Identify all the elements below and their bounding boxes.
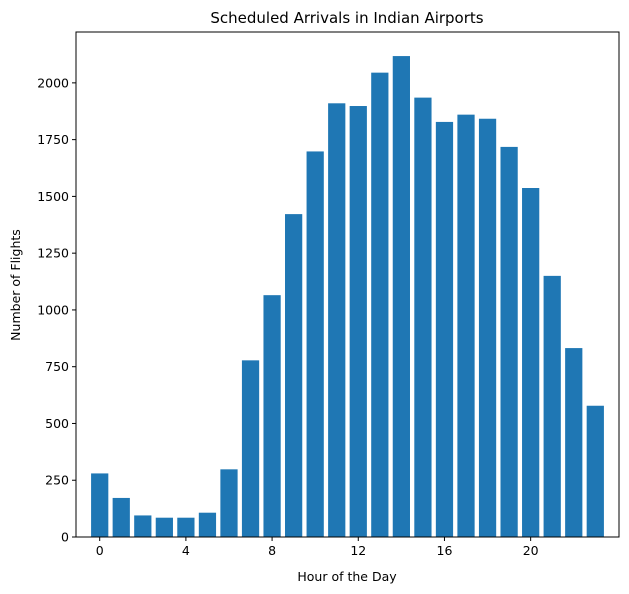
y-tick-label: 1500 <box>37 189 69 204</box>
y-tick-label: 1000 <box>37 302 69 317</box>
x-axis-label: Hour of the Day <box>297 569 397 584</box>
bar-hour-3 <box>155 517 173 537</box>
bar-hour-18 <box>478 118 497 538</box>
x-tick-label: 0 <box>96 543 104 558</box>
bar-hour-6 <box>220 469 238 537</box>
bar-hour-2 <box>134 515 152 537</box>
y-tick-label: 500 <box>45 416 69 431</box>
y-tick-label: 1250 <box>37 246 69 261</box>
y-tick-label: 250 <box>45 473 69 488</box>
bar-hour-11 <box>328 103 346 538</box>
plot-frame <box>75 31 620 538</box>
x-tick-label: 4 <box>182 543 190 558</box>
bar-hour-0 <box>91 473 109 537</box>
bar-hour-19 <box>500 146 518 537</box>
bar-hour-15 <box>414 97 432 538</box>
bar-hour-17 <box>457 114 475 538</box>
bar-hour-14 <box>392 56 410 537</box>
bar-hour-12 <box>349 106 367 538</box>
x-tick-label: 12 <box>350 543 366 558</box>
y-tick-label: 750 <box>45 359 69 374</box>
y-tick-label: 1750 <box>37 132 69 147</box>
x-tick-label: 8 <box>268 543 276 558</box>
bar-hour-7 <box>241 360 260 537</box>
chart-title: Scheduled Arrivals in Indian Airports <box>210 9 483 27</box>
bar-hour-13 <box>371 72 389 538</box>
bar-hour-23 <box>586 405 604 537</box>
bar-hour-21 <box>543 275 561 537</box>
x-tick-label: 16 <box>437 543 453 558</box>
bar-hour-9 <box>285 214 303 538</box>
y-tick-label: 0 <box>61 530 69 545</box>
bar-hour-10 <box>306 151 324 537</box>
y-axis-ticks: 0 250 500 750 1000 1250 1500 1750 2000 <box>37 75 76 545</box>
y-axis-label: Number of Flights <box>8 229 23 341</box>
bar-hour-20 <box>522 188 540 537</box>
bar-hour-5 <box>198 512 217 537</box>
y-tick-label: 2000 <box>37 75 69 90</box>
bar-hour-4 <box>177 517 195 537</box>
bar-hour-1 <box>112 497 130 537</box>
bar-hour-22 <box>565 348 583 537</box>
x-tick-label: 20 <box>523 543 539 558</box>
bar-hour-16 <box>435 121 454 538</box>
x-axis-ticks: 0 4 8 12 16 20 <box>96 537 539 558</box>
bars-group <box>91 56 604 538</box>
bar-hour-8 <box>263 295 281 537</box>
